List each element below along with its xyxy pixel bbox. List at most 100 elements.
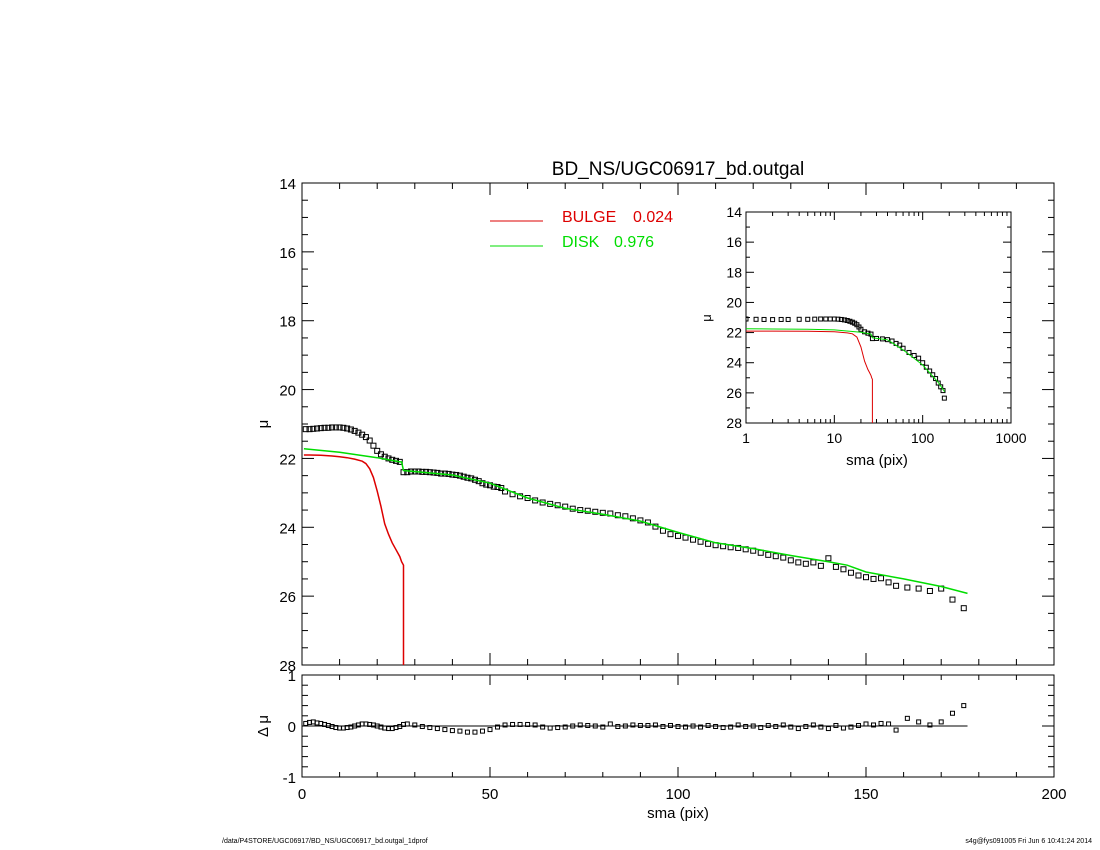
- residual-point: [780, 722, 786, 728]
- residual-point: [773, 724, 779, 730]
- inset-data-point: [835, 316, 841, 322]
- residual-point: [487, 727, 493, 733]
- data-point: [370, 442, 377, 449]
- inset-data-point: [844, 318, 850, 324]
- data-point: [599, 509, 606, 516]
- data-point: [592, 508, 599, 515]
- bulge-model-line: [303, 454, 405, 665]
- residual-point: [848, 724, 854, 730]
- inset-x-tick-label: 10: [827, 430, 843, 446]
- residual-point: [607, 721, 613, 727]
- main-y-tick-label: 14: [279, 176, 296, 193]
- residual-point: [502, 722, 508, 728]
- residual-point: [442, 727, 448, 733]
- residual-point: [652, 722, 658, 728]
- main-profile-panel: BD_NS/UGC06917_bd.outgal μ 14 16 18 20 22 24 2…: [255, 159, 1055, 675]
- data-point: [321, 424, 328, 431]
- residual-point: [886, 721, 892, 727]
- residual-axis-ticks: 10-10 50 100 150 200: [283, 668, 1067, 803]
- data-point: [885, 579, 892, 586]
- data-point: [614, 512, 621, 519]
- data-point: [385, 455, 392, 462]
- residual-point: [479, 728, 485, 734]
- inset-log-panel: μ sma (pix) 14 16 18 20 22 24 26 281 10 100 1000: [699, 204, 1027, 469]
- inset-x-tick-label: 100: [911, 430, 935, 446]
- residual-point: [622, 723, 628, 729]
- footer-file-path: /data/P4STORE/UGC06917/BD_NS/UGC06917_bd…: [222, 838, 428, 845]
- residual-point: [863, 721, 869, 727]
- residual-point: [645, 722, 651, 728]
- residual-point: [532, 722, 538, 728]
- inset-data-point: [841, 317, 847, 323]
- inset-data-point: [778, 316, 784, 322]
- residual-y-tick-label: 1: [288, 668, 296, 685]
- residual-point: [840, 725, 846, 731]
- data-point: [310, 425, 317, 432]
- data-point: [314, 425, 321, 432]
- residual-x-tick-label: 0: [298, 786, 306, 803]
- residual-point: [743, 724, 749, 730]
- residual-point: [667, 722, 673, 728]
- data-point: [780, 554, 787, 561]
- inset-y-tick-label: 28: [726, 415, 742, 431]
- residual-point: [893, 727, 899, 733]
- legend-disk-label: DISK: [562, 234, 600, 251]
- inset-data-point: [911, 352, 917, 358]
- data-point: [855, 572, 862, 579]
- main-data-marks: [302, 424, 968, 665]
- main-y-axis-label: μ: [255, 420, 272, 429]
- legend-bulge-value: 0.024: [633, 209, 673, 226]
- data-point: [344, 425, 351, 432]
- data-point: [347, 426, 354, 433]
- residual-point: [630, 722, 636, 728]
- residual-point: [803, 724, 809, 730]
- data-point: [926, 587, 933, 594]
- main-y-tick-label: 26: [279, 589, 296, 606]
- inset-x-axis-label: sma (pix): [846, 452, 908, 469]
- data-point: [810, 559, 817, 566]
- inset-y-tick-label: 18: [726, 264, 742, 280]
- data-point: [787, 557, 794, 564]
- data-point: [735, 544, 742, 551]
- data-point: [915, 585, 922, 592]
- residual-point: [637, 722, 643, 728]
- residual-point: [615, 724, 621, 730]
- residual-x-tick-label: 150: [853, 786, 878, 803]
- legend-bulge-label: BULGE: [562, 209, 616, 226]
- residual-point: [758, 725, 764, 731]
- inset-data-point: [761, 316, 767, 322]
- residual-point: [585, 722, 591, 728]
- data-point: [705, 540, 712, 547]
- residual-point: [510, 721, 516, 727]
- residual-point: [833, 722, 839, 728]
- residual-point: [698, 724, 704, 730]
- residual-point: [660, 724, 666, 730]
- inset-data-marks: [746, 316, 947, 423]
- inset-data-point: [796, 316, 802, 322]
- residual-point: [750, 723, 756, 729]
- residual-point: [427, 725, 433, 731]
- residual-y-tick-label: 0: [288, 719, 296, 736]
- main-y-tick-label: 28: [279, 658, 296, 675]
- residual-point: [540, 724, 546, 730]
- main-y-tick-label: 20: [279, 383, 296, 400]
- residual-point: [457, 728, 463, 734]
- data-point: [306, 426, 313, 433]
- legend: BULGE 0.024 DISK 0.976: [490, 209, 673, 251]
- residual-x-tick-label: 200: [1041, 786, 1066, 803]
- inset-data-point: [897, 342, 903, 348]
- residual-y-tick-label: -1: [283, 770, 296, 787]
- data-point: [949, 596, 956, 603]
- data-point: [667, 531, 674, 538]
- data-point: [904, 584, 911, 591]
- residual-point: [577, 722, 583, 728]
- inset-disk-model-line: [746, 328, 946, 392]
- data-point: [697, 538, 704, 545]
- residual-point: [683, 724, 689, 730]
- inset-y-tick-label: 24: [726, 355, 742, 371]
- residual-point: [788, 724, 794, 730]
- inset-y-tick-label: 26: [726, 385, 742, 401]
- residual-point: [728, 724, 734, 730]
- inset-y-tick-label: 14: [726, 204, 742, 220]
- inset-data-point: [838, 316, 844, 322]
